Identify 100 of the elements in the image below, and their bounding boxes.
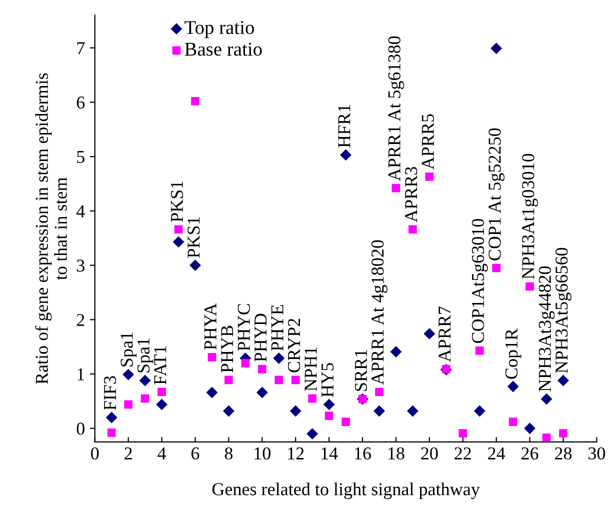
- point: [559, 429, 568, 438]
- x-tick-label: 28: [555, 447, 572, 460]
- point: [323, 398, 335, 410]
- point: [542, 433, 551, 442]
- legend-label: Top ratio: [184, 21, 254, 38]
- annotation: PHYB: [221, 326, 234, 373]
- point: [474, 405, 486, 417]
- point: [558, 374, 569, 386]
- point: [392, 184, 400, 192]
- point: [274, 376, 284, 384]
- point: [124, 400, 132, 409]
- point: [107, 428, 116, 437]
- point: [222, 405, 234, 417]
- y-tick-label: 6: [76, 96, 85, 109]
- point: [122, 368, 134, 380]
- annotation: SRR1: [354, 350, 368, 391]
- point: [507, 380, 519, 392]
- point: [158, 388, 166, 396]
- annotation: PKS1: [170, 181, 184, 222]
- x-tick-label: 20: [421, 447, 438, 460]
- point: [425, 172, 434, 181]
- point: [190, 260, 201, 272]
- point: [424, 328, 436, 340]
- x-axis-title: Genes related to light signal pathway: [212, 482, 480, 500]
- annotation: NPH3At1g03010: [522, 154, 538, 280]
- point: [224, 376, 233, 384]
- x-tick-label: 18: [388, 447, 404, 460]
- point: [324, 412, 334, 420]
- y-tick-label: 3: [76, 260, 84, 272]
- point: [191, 96, 200, 106]
- point: [340, 149, 352, 161]
- point: [490, 42, 502, 54]
- annotation: Spa1: [137, 338, 154, 372]
- point: [540, 393, 552, 405]
- x-tick-label: 10: [254, 447, 270, 460]
- annotation: APRR1 At 4g18020: [372, 240, 388, 385]
- annotation: NPH1: [304, 347, 317, 392]
- y-tick-label: 2: [76, 314, 84, 326]
- x-tick-label: 12: [288, 447, 304, 460]
- point: [374, 405, 385, 417]
- x-tick-label: 24: [488, 447, 506, 460]
- x-tick-label: 0: [91, 447, 99, 460]
- point: [172, 236, 184, 248]
- annotation: HY5: [322, 363, 334, 397]
- x-tick-label: 2: [124, 447, 132, 460]
- x-tick-label: 16: [355, 447, 371, 460]
- legend-label: Base ratio: [184, 42, 262, 56]
- annotation: PKS1: [188, 217, 200, 258]
- x-tick-label: 30: [588, 447, 606, 460]
- x-tick-label: 14: [322, 447, 338, 460]
- point: [208, 352, 216, 362]
- point: [258, 364, 266, 374]
- point: [256, 386, 268, 398]
- y-tick-label: 0: [76, 422, 84, 435]
- annotation: COP1 At 5g52250: [488, 128, 505, 260]
- point: [342, 418, 350, 426]
- annotation: CRYP2: [288, 318, 300, 372]
- annotation: PHYC: [238, 304, 250, 351]
- point: [406, 405, 418, 417]
- y-tick-label: 4: [76, 205, 85, 218]
- x-tick-label: 22: [454, 447, 471, 460]
- point: [140, 394, 150, 403]
- point: [492, 264, 500, 272]
- y-tick-label: 7: [77, 42, 85, 54]
- point: [156, 398, 168, 410]
- point: [106, 412, 118, 424]
- point: [390, 346, 402, 358]
- point: [526, 282, 534, 291]
- point: [206, 386, 218, 398]
- y-tick-label: 5: [77, 151, 84, 164]
- annotation: FIF3: [104, 376, 116, 410]
- annotation: FAT1: [154, 346, 166, 384]
- y-tick-label: 1: [78, 368, 84, 380]
- annotation: NPH3At3g44820: [538, 266, 555, 392]
- point: [475, 346, 484, 355]
- point: [139, 374, 151, 386]
- annotation: APRR7: [438, 306, 450, 362]
- annotation: PHYE: [271, 305, 284, 351]
- x-tick-label: 6: [191, 447, 200, 460]
- x-tick-label: 8: [224, 447, 233, 460]
- point: [375, 388, 384, 396]
- point: [408, 225, 417, 234]
- point: [458, 429, 468, 438]
- x-tick-label: 4: [158, 447, 166, 460]
- point: [241, 358, 250, 368]
- annotation: APRR5: [422, 114, 434, 170]
- x-tick-label: 26: [522, 447, 538, 460]
- annotation: PHYD: [254, 314, 267, 362]
- annotation: APRR3: [405, 166, 418, 222]
- annotation: PHYA: [204, 303, 216, 350]
- point: [291, 376, 300, 384]
- annotation: Spa1: [120, 332, 137, 366]
- point: [290, 405, 302, 417]
- point: [524, 422, 536, 434]
- annotation: HFR1: [338, 104, 350, 148]
- annotation: NPH3At5g66560: [556, 248, 572, 374]
- y-axis-title: Ratio of gene expression in stem epidermis to that in stem: [35, 73, 67, 384]
- point: [174, 225, 183, 234]
- point: [273, 352, 285, 364]
- point: [508, 418, 518, 426]
